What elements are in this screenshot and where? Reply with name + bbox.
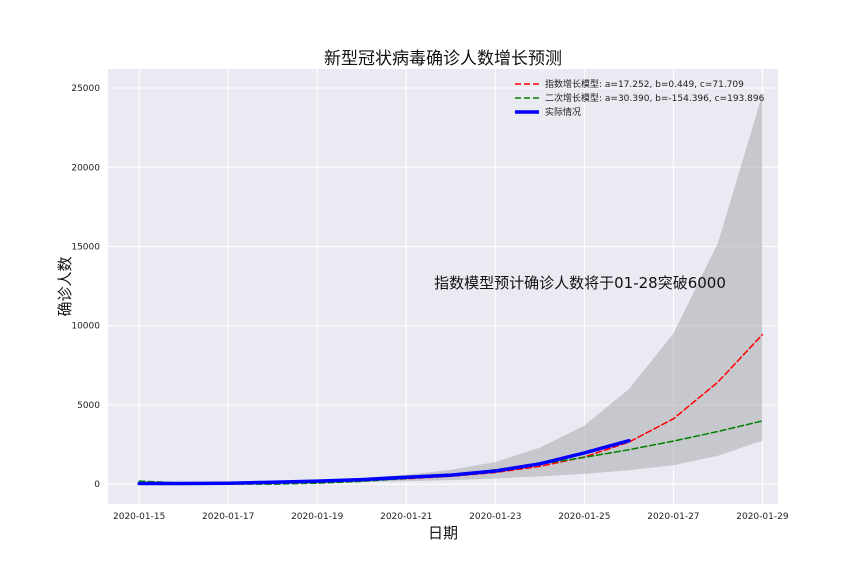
legend-label: 实际情况 [545, 106, 581, 118]
chart-title: 新型冠状病毒确诊人数增长预测 [324, 49, 562, 69]
tick-labels: 0 5000 10000 15000 20000 25000 2020-01-15 2020-… [71, 84, 788, 522]
x-tick-label: 2020-01-29 [736, 512, 789, 522]
y-tick-label: 0 [94, 480, 100, 490]
annotation: 指数模型预计确诊人数将于01-28突破6000 [434, 274, 726, 292]
y-tick-label: 20000 [71, 163, 100, 173]
y-tick-label: 10000 [71, 322, 100, 332]
y-tick-label: 5000 [77, 401, 100, 411]
x-tick-label: 2020-01-17 [202, 512, 254, 522]
x-tick-label: 2020-01-15 [113, 512, 165, 522]
x-tick-label: 2020-01-25 [558, 512, 610, 522]
legend: 指数增长模型: a=17.252, b=0.449, c=71.709 二次增长模… [515, 78, 765, 118]
x-tick-label: 2020-01-21 [380, 512, 432, 522]
x-tick-label: 2020-01-23 [469, 512, 521, 522]
x-axis-label: 日期 [428, 524, 458, 542]
legend-label: 指数增长模型: a=17.252, b=0.449, c=71.709 [545, 78, 744, 90]
y-axis-label: 确诊人数 [56, 256, 74, 316]
actual-cases-line [137, 438, 631, 486]
series-lines [137, 333, 764, 486]
grid [108, 69, 778, 504]
y-tick-label: 15000 [71, 242, 100, 252]
x-tick-label: 2020-01-19 [291, 512, 344, 522]
y-tick-label: 25000 [71, 84, 100, 94]
confidence-band [139, 94, 763, 484]
legend-label: 二次增长模型: a=30.390, b=-154.396, c=193.896 [545, 92, 765, 104]
x-tick-label: 2020-01-27 [647, 512, 699, 522]
confidence-band-area [139, 94, 763, 484]
